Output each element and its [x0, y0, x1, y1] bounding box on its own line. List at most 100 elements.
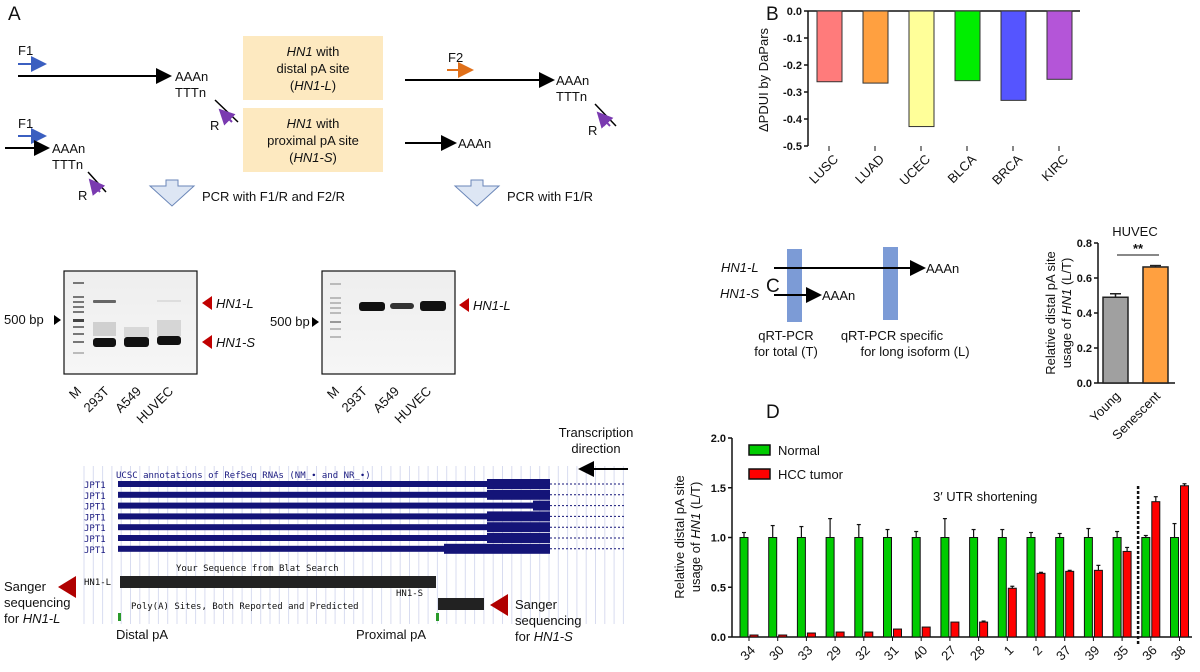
x-tick-label: 1 [1001, 643, 1017, 659]
band-label-long: HN1-L [216, 296, 254, 311]
panel-a-schematic: F1 AAAn TTTn R F1 AAAn TTTn R HN1 with d… [5, 36, 617, 207]
total-probe-label: for total (T) [754, 344, 818, 359]
y-axis-label: Relative distal pA site [672, 475, 687, 599]
track-utr [118, 481, 487, 487]
proximal-pa-mark [436, 613, 439, 621]
gel-left [63, 270, 198, 375]
oligo-dt-label: TTTn [556, 89, 587, 104]
bar-normal-29 [825, 537, 835, 638]
chart-d: 0.0 0.5 1.0 1.5 2.0 34 30 33 29 32 31 40 27 28 1 2 37 39 3… [672, 433, 1192, 663]
bar-Young [1102, 296, 1129, 384]
total-probe-label: qRT-PCR [758, 328, 813, 343]
primer-f2-label: F2 [448, 50, 463, 65]
x-tick-label: 39 [1082, 643, 1103, 664]
primer-r-arrow [88, 178, 106, 196]
bar-LUAD [862, 10, 889, 84]
x-tick-label: 34 [737, 643, 758, 664]
band-pointer-icon [202, 335, 212, 349]
track-label: JPT1 [84, 524, 106, 534]
band-label-long: HN1-L [473, 298, 511, 313]
polya-tail-label: AAAn [822, 288, 855, 303]
short-isoform-box [243, 108, 383, 172]
bar-hcc-tumor-30 [778, 634, 788, 638]
svg-text:293T: 293T [81, 383, 113, 415]
bar-normal-33 [796, 537, 806, 638]
primer-f1-label: F1 [18, 43, 33, 58]
annotation-label: 3′ UTR shortening [933, 489, 1037, 504]
bar-hcc-tumor-32 [864, 631, 874, 638]
bar-hcc-tumor-40 [921, 626, 931, 638]
x-tick-label: 35 [1110, 643, 1131, 664]
track-cds [487, 522, 550, 533]
x-tick-label: 38 [1168, 643, 1189, 664]
x-tick-label: 40 [909, 643, 930, 664]
sanger-short-label: for HN1-S [515, 629, 573, 644]
band-label-short: HN1-S [216, 335, 255, 350]
significance-label: ** [1133, 241, 1144, 256]
y-tick-label: -0.3 [783, 87, 802, 99]
bar-normal-37 [1055, 537, 1065, 638]
y-tick-label: -0.1 [783, 33, 802, 45]
track-utr [118, 502, 533, 509]
x-tick-label: 2 [1029, 643, 1045, 659]
blat-long-label: HN1-L [84, 578, 111, 588]
panel-c-diagram: HN1-L AAAn HN1-S AAAn qRT-PCR for total … [720, 247, 970, 359]
bar-KIRC [1046, 10, 1073, 80]
primer-r-label: R [588, 123, 597, 138]
y-tick-label: 0.6 [1077, 273, 1092, 285]
down-arrow-icon [148, 179, 196, 207]
svg-text:M: M [66, 384, 84, 402]
bar-normal-38 [1170, 537, 1179, 638]
sanger-long-label: for HN1-L [4, 611, 60, 626]
band-pointer-icon [459, 298, 469, 312]
bar-hcc-tumor-36 [1151, 501, 1161, 638]
pcr-right-label: PCR with F1/R [507, 189, 593, 204]
marker-500bp-label: 500 bp [270, 314, 310, 329]
y-tick-label: 0.2 [1077, 343, 1092, 355]
polya-tail-label: AAAn [458, 136, 491, 151]
track-label: JPT1 [84, 492, 106, 502]
primer-f1-label: F1 [18, 116, 33, 131]
y-axis-label: usage of HN1 (L/T) [688, 482, 703, 593]
track-utr [118, 524, 487, 531]
track-utr [118, 513, 487, 520]
bar-BRCA [1000, 10, 1027, 101]
panel-label-a: A [8, 4, 21, 25]
ladder-bands [73, 282, 84, 354]
polya-track-title: Poly(A) Sites, Both Reported and Predict… [131, 602, 359, 612]
chart-title: HUVEC [1112, 224, 1158, 239]
x-tick-label: 27 [938, 643, 959, 664]
track-label: JPT1 [84, 513, 106, 523]
bar-normal-30 [768, 537, 778, 638]
short-isoform-box-text: (HN1-S) [289, 150, 337, 165]
legend-label: Normal [778, 443, 820, 458]
polya-tail-label: AAAn [52, 141, 85, 156]
cdna-strand [594, 103, 617, 127]
panel-label-d: D [766, 402, 780, 423]
bar-normal-1 [997, 537, 1007, 638]
y-tick-label: 0.8 [1077, 238, 1092, 250]
track-label: JPT1 [84, 546, 106, 556]
y-tick-label: 2.0 [711, 433, 726, 445]
bar-normal-34 [739, 537, 749, 638]
sanger-short-label: Sanger [515, 597, 558, 612]
ucsc-browser: UCSC annotations of RefSeq RNAs (NM_∙ an… [83, 466, 626, 624]
total-probe-region [787, 249, 802, 322]
primer-r-arrow [218, 108, 236, 126]
blat-long-hit [120, 576, 436, 588]
x-tick-label: 32 [852, 643, 873, 664]
bar-LUSC [816, 10, 843, 83]
track-label: JPT1 [84, 535, 106, 545]
bar-normal-31 [883, 537, 892, 638]
x-tick-label: LUSC [806, 152, 841, 187]
distal-pa-label: Distal pA [116, 627, 168, 642]
bar-hcc-tumor-31 [893, 628, 902, 638]
short-isoform-box-text: proximal pA site [267, 133, 359, 148]
bar-UCEC [908, 10, 935, 128]
y-tick-label: -0.2 [783, 60, 802, 72]
y-tick-label: 0.5 [711, 582, 726, 594]
sanger-pointer-icon [490, 594, 508, 616]
gel-right-lanes: M 293T A549 HUVEC [324, 383, 434, 426]
bar-normal-27 [940, 537, 950, 638]
